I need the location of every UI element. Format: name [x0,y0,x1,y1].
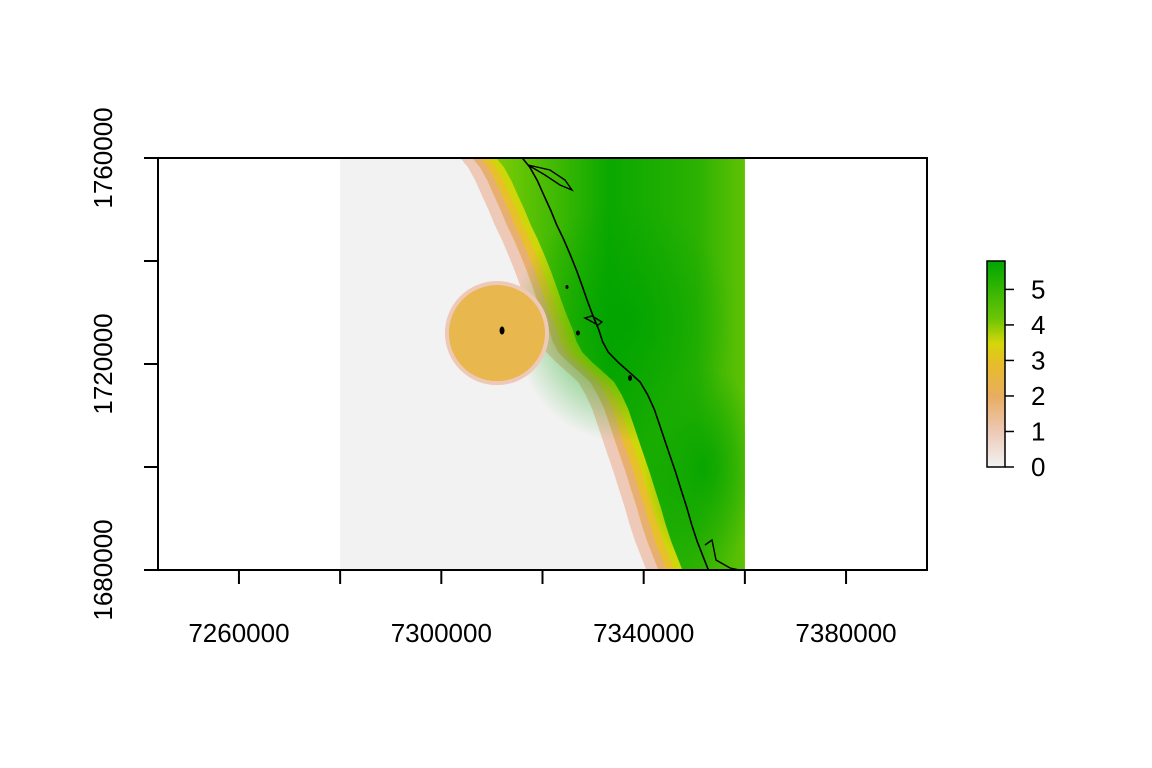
y-axis: 1680000 1720000 1760000 [88,107,158,620]
colorbar [987,261,1005,467]
raster-peak-south [644,367,764,567]
y-tick-label: 1720000 [88,313,118,414]
islet [566,285,569,289]
colorbar-label: 2 [1031,381,1045,411]
islet [576,331,580,336]
colorbar-label: 4 [1031,310,1045,340]
y-tick-label: 1680000 [88,519,118,620]
colorbar-label: 3 [1031,345,1045,375]
x-tick-label: 7380000 [795,618,896,648]
y-tick-label: 1760000 [88,107,118,208]
island [500,327,505,335]
x-tick-label: 7300000 [391,618,492,648]
legend-colorbar: 0 1 2 3 4 5 [987,261,1045,482]
islet [628,375,632,381]
x-tick-label: 7260000 [188,618,289,648]
x-tick-label: 7340000 [593,618,694,648]
colorbar-label: 0 [1031,452,1045,482]
x-axis: 7260000 7300000 7340000 7380000 [188,570,896,648]
raster-layer [340,156,764,572]
colorbar-label: 1 [1031,416,1045,446]
colorbar-label: 5 [1031,274,1045,304]
buffer-circle [449,285,545,381]
